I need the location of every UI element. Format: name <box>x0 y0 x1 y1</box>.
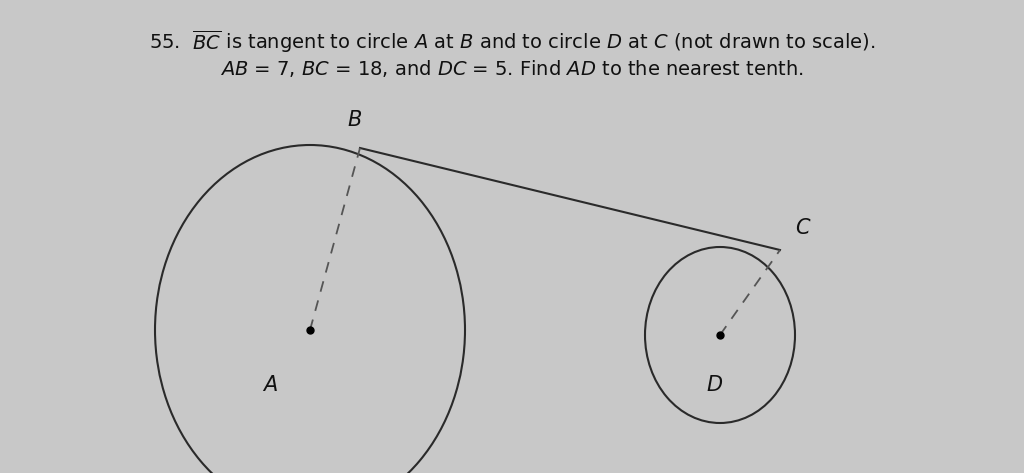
Text: $B$: $B$ <box>347 110 362 130</box>
Text: $C$: $C$ <box>795 218 811 238</box>
Text: 55.  $\overline{BC}$ is tangent to circle $A$ at $B$ and to circle $D$ at $C$ (n: 55. $\overline{BC}$ is tangent to circle… <box>148 28 876 55</box>
Text: $D$: $D$ <box>707 375 724 395</box>
Text: $A$: $A$ <box>262 375 278 395</box>
Text: $AB$ = 7, $BC$ = 18, and $DC$ = 5. Find $AD$ to the nearest tenth.: $AB$ = 7, $BC$ = 18, and $DC$ = 5. Find … <box>220 58 804 79</box>
